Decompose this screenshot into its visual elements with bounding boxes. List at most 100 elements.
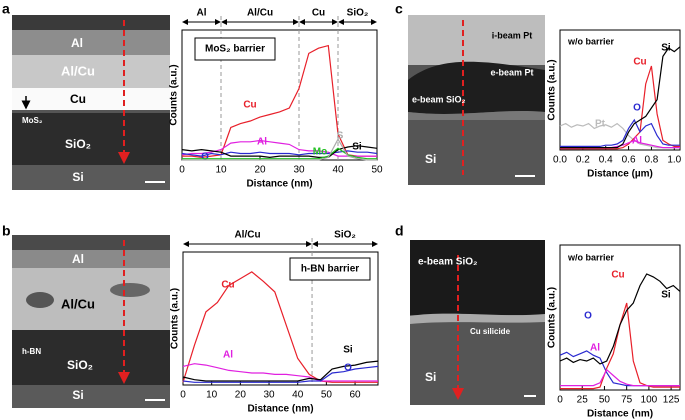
series-line xyxy=(182,137,377,161)
layer-label: e-beam Pt xyxy=(490,67,533,77)
x-tick-label: 50 xyxy=(321,390,333,401)
x-tick-label: 10 xyxy=(206,390,218,401)
series-line xyxy=(182,360,379,382)
series-label: Cu xyxy=(243,100,256,111)
layer-label: Si xyxy=(425,370,436,384)
micrograph: Al Al/Cu Cu MoS₂ SiO₂ Si xyxy=(12,15,170,190)
layer-label: Cu xyxy=(70,92,86,106)
x-tick-label: 0.2 xyxy=(576,155,590,166)
x-axis-label: Distance (nm) xyxy=(246,179,312,190)
series-line xyxy=(182,363,378,382)
series-label: O xyxy=(201,152,209,163)
panel-letter: a xyxy=(2,1,10,17)
layer-label: Cu silicide xyxy=(470,327,511,336)
x-axis-label: Distance (nm) xyxy=(247,404,313,415)
x-tick-label: 0 xyxy=(180,390,186,401)
series-label: Al xyxy=(632,136,642,147)
x-tick-label: 0 xyxy=(179,165,185,176)
layer-label: Si xyxy=(72,388,83,402)
layer-label: h-BN xyxy=(22,347,41,356)
chart-title: w/o barrier xyxy=(567,252,615,262)
x-tick-label: 10 xyxy=(215,165,227,176)
x-axis-label: Distance (nm) xyxy=(587,409,653,420)
x-tick-label: 75 xyxy=(621,395,633,406)
series-label: Cu xyxy=(221,280,234,291)
x-tick-label: 0.6 xyxy=(622,155,636,166)
region-label: SiO₂ xyxy=(334,230,356,241)
series-label: Mo xyxy=(313,147,327,158)
title-box xyxy=(289,257,371,281)
x-tick-label: 0.8 xyxy=(644,155,658,166)
panel-letter: d xyxy=(395,223,404,239)
series-label: Al xyxy=(223,350,233,361)
layer-label: Si xyxy=(72,170,83,184)
series-label: Si xyxy=(352,142,362,153)
x-tick-label: 0 xyxy=(557,395,563,406)
x-tick-label: 1.0 xyxy=(667,155,681,166)
series-label: Si xyxy=(661,290,671,301)
x-tick-label: 25 xyxy=(577,395,589,406)
chart-title: h-BN barrier xyxy=(301,264,359,275)
x-axis-label: Distance (µm) xyxy=(587,169,653,180)
x-tick-label: 30 xyxy=(263,390,275,401)
series-label: Si xyxy=(661,43,671,54)
layer-label: Al xyxy=(72,252,84,266)
chart-title: w/o barrier xyxy=(567,36,615,46)
micrograph: i-beam Pt e-beam Pt e-beam SiO₂ Si xyxy=(408,15,545,185)
series-label: Pt xyxy=(595,119,606,130)
micrograph: Al Al/Cu h-BN SiO₂ Si xyxy=(12,235,170,408)
layer-label: i-beam Pt xyxy=(492,30,533,40)
series-label: S xyxy=(337,131,344,142)
x-tick-label: 0.0 xyxy=(553,155,567,166)
x-tick-label: 60 xyxy=(349,390,361,401)
panel-letter: b xyxy=(2,223,11,239)
series-line xyxy=(560,118,680,147)
series-label: Cu xyxy=(633,57,646,68)
series-label: O xyxy=(344,363,352,374)
series-label: O xyxy=(633,103,641,114)
series-line xyxy=(182,44,377,159)
x-tick-label: 40 xyxy=(332,165,344,176)
x-tick-label: 100 xyxy=(641,395,658,406)
series-line xyxy=(181,145,378,159)
plot-frame xyxy=(182,251,379,386)
region-label: Al/Cu xyxy=(247,8,273,19)
layer-label: e-beam SiO₂ xyxy=(418,257,477,268)
series-line xyxy=(560,302,680,390)
chart-title: MoS₂ barrier xyxy=(205,44,265,55)
y-axis-label: Counts (a.u.) xyxy=(547,287,558,348)
y-axis-label: Counts (a.u.) xyxy=(547,59,558,120)
series-label: Cu xyxy=(611,270,624,281)
x-tick-label: 30 xyxy=(293,165,305,176)
y-axis-label: Counts (a.u.) xyxy=(169,64,180,125)
series-line xyxy=(182,147,377,160)
region-label: Al/Cu xyxy=(234,230,260,241)
series-line xyxy=(559,350,680,387)
micrograph: e-beam SiO₂ Cu silicide Si xyxy=(410,240,545,405)
layer-label: Al/Cu xyxy=(61,296,95,311)
panel-letter: c xyxy=(395,1,403,17)
x-tick-label: 20 xyxy=(254,165,266,176)
series-line xyxy=(559,273,681,365)
region-label: Cu xyxy=(312,8,325,19)
region-label: SiO₂ xyxy=(347,8,369,19)
layer-label: SiO₂ xyxy=(65,137,91,151)
layer-label: e-beam SiO₂ xyxy=(412,94,466,104)
series-line xyxy=(182,271,378,383)
series-label: Al xyxy=(257,137,267,148)
layer-label: SiO₂ xyxy=(67,358,93,372)
x-tick-label: 50 xyxy=(599,395,611,406)
region-label: Al xyxy=(197,8,207,19)
x-tick-label: 20 xyxy=(235,390,247,401)
layer-label: Al/Cu xyxy=(61,63,95,78)
series-label: Al xyxy=(590,343,600,354)
y-axis-label: Counts (a.u.) xyxy=(170,288,181,349)
series-line xyxy=(560,368,680,387)
layer-label: Al xyxy=(71,36,83,50)
series-line xyxy=(560,46,681,149)
series-line xyxy=(560,65,680,150)
x-tick-label: 50 xyxy=(371,165,383,176)
x-tick-label: 0.4 xyxy=(599,155,613,166)
layer-label: MoS₂ xyxy=(22,116,43,125)
